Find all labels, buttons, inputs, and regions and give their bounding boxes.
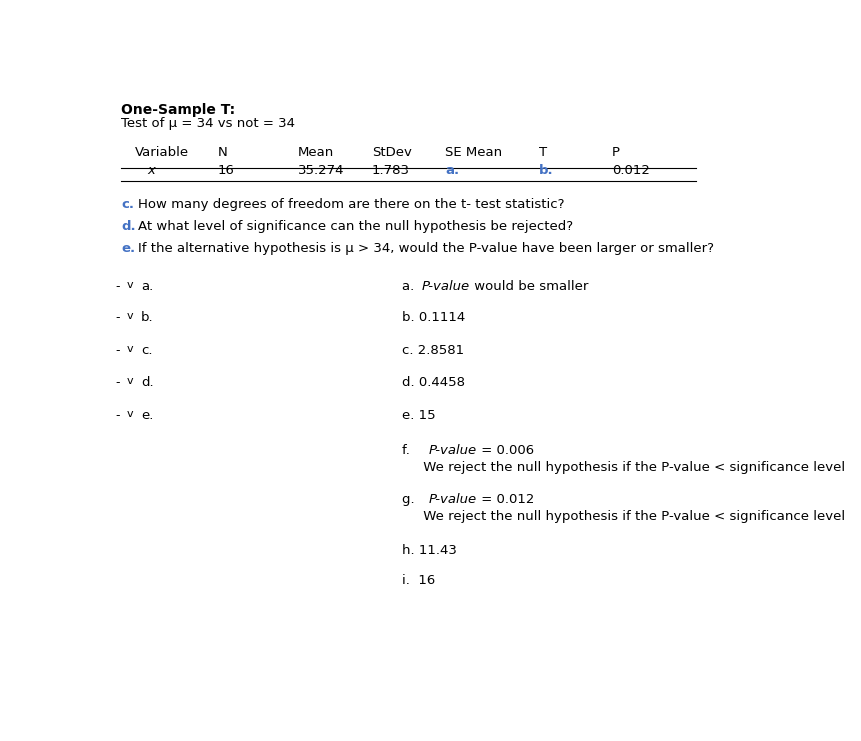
Text: We reject the null hypothesis if the P-value < significance level: We reject the null hypothesis if the P-v… <box>401 510 844 523</box>
Text: b.: b. <box>538 165 553 177</box>
Text: e.: e. <box>141 409 153 422</box>
Text: At what level of significance can the null hypothesis be rejected?: At what level of significance can the nu… <box>139 220 573 233</box>
Text: Mean: Mean <box>298 146 334 159</box>
Text: -: - <box>115 344 121 357</box>
Text: P: P <box>611 146 619 159</box>
Text: T: T <box>538 146 546 159</box>
Text: How many degrees of freedom are there on the t- test statistic?: How many degrees of freedom are there on… <box>139 199 564 211</box>
Text: d.: d. <box>121 220 135 233</box>
Text: P-value: P-value <box>428 493 476 506</box>
Text: P-value: P-value <box>428 444 476 456</box>
Text: v: v <box>127 409 133 419</box>
Text: = 0.012: = 0.012 <box>476 493 533 506</box>
Text: 35.274: 35.274 <box>298 165 344 177</box>
Text: One-Sample T:: One-Sample T: <box>121 103 235 117</box>
Text: e. 15: e. 15 <box>401 409 435 422</box>
Text: b. 0.1114: b. 0.1114 <box>401 311 464 325</box>
Text: f.: f. <box>401 444 418 456</box>
Text: -: - <box>115 311 121 325</box>
Text: c.: c. <box>121 199 134 211</box>
Text: N: N <box>218 146 227 159</box>
Text: StDev: StDev <box>371 146 411 159</box>
Text: Variable: Variable <box>134 146 189 159</box>
Text: 16: 16 <box>218 165 234 177</box>
Text: v: v <box>127 344 133 354</box>
Text: SE Mean: SE Mean <box>444 146 502 159</box>
Text: g.: g. <box>401 493 423 506</box>
Text: h. 11.43: h. 11.43 <box>401 544 456 557</box>
Text: -: - <box>115 409 121 422</box>
Text: We reject the null hypothesis if the P-value < significance level: We reject the null hypothesis if the P-v… <box>401 461 844 474</box>
Text: v: v <box>127 280 133 290</box>
Text: c.: c. <box>141 344 152 357</box>
Text: -: - <box>115 376 121 390</box>
Text: v: v <box>127 311 133 322</box>
Text: x: x <box>148 165 156 177</box>
Text: 1.783: 1.783 <box>371 165 409 177</box>
Text: 0.012: 0.012 <box>611 165 649 177</box>
Text: If the alternative hypothesis is μ > 34, would the P-value have been larger or s: If the alternative hypothesis is μ > 34,… <box>139 242 714 255</box>
Text: would be smaller: would be smaller <box>469 280 587 293</box>
Text: d.: d. <box>141 376 153 390</box>
Text: v: v <box>127 376 133 387</box>
Text: a.: a. <box>141 280 153 293</box>
Text: = 0.006: = 0.006 <box>476 444 533 456</box>
Text: b.: b. <box>141 311 153 325</box>
Text: c. 2.8581: c. 2.8581 <box>401 344 463 357</box>
Text: d. 0.4458: d. 0.4458 <box>401 376 464 390</box>
Text: e.: e. <box>121 242 135 255</box>
Text: i.  16: i. 16 <box>401 574 435 587</box>
Text: -: - <box>115 280 121 293</box>
Text: Test of μ = 34 vs not = 34: Test of μ = 34 vs not = 34 <box>121 117 294 130</box>
Text: P-value: P-value <box>421 280 469 293</box>
Text: a.: a. <box>401 280 418 293</box>
Text: a.: a. <box>444 165 459 177</box>
